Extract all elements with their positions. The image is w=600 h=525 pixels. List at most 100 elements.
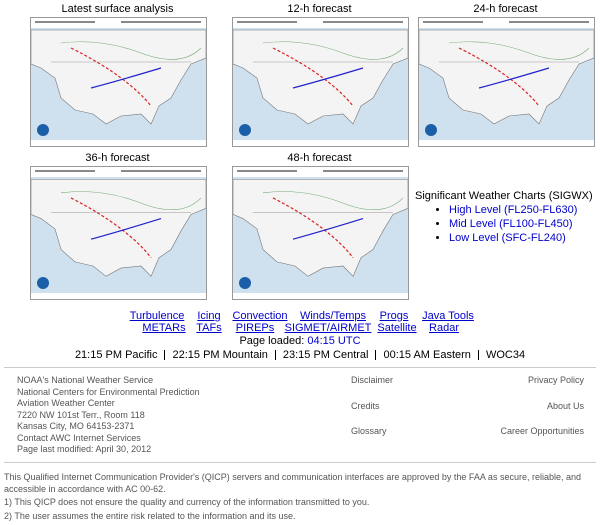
- nav-link[interactable]: PIREPs: [235, 322, 275, 334]
- map-header: [233, 167, 408, 177]
- map-logo: [239, 124, 251, 136]
- map-header-line: [237, 21, 297, 23]
- time-zone: 00:15 AM Eastern: [383, 349, 471, 361]
- footer-link[interactable]: Credits: [351, 400, 380, 411]
- map[interactable]: [232, 166, 409, 300]
- map-header: [233, 18, 408, 28]
- map-land: [233, 29, 408, 125]
- notice-items: 1) This QICP does not ensure the quality…: [4, 497, 596, 522]
- map-header-line: [35, 170, 95, 172]
- page-loaded-time: 04:15 UTC: [307, 335, 361, 347]
- sigwx-link[interactable]: Mid Level (FL100-FL450): [449, 218, 573, 230]
- nav-link[interactable]: Icing: [197, 310, 221, 322]
- time-zone: 21:15 PM Pacific: [74, 349, 158, 361]
- separator: [274, 350, 276, 360]
- map-footer: [419, 140, 594, 146]
- map-header: [31, 167, 206, 177]
- map-land: [31, 179, 206, 277]
- map[interactable]: [418, 17, 595, 147]
- notice: This Qualified Internet Communication Pr…: [4, 472, 596, 522]
- map-title: 24-h forecast: [473, 3, 538, 15]
- map-header-line: [509, 21, 589, 23]
- nav-link[interactable]: SIGMET/AIRMET: [284, 322, 372, 334]
- separator: [4, 367, 596, 368]
- address-line: 7220 NW 101st Terr., Room 118: [17, 409, 145, 420]
- map-header: [419, 18, 594, 28]
- notice-item: 2) The user assumes the entire risk rela…: [4, 510, 296, 521]
- footer-links-right: Privacy Policy About Us Career Opportuniti…: [500, 375, 584, 452]
- sigwx: Significant Weather Charts (SIGWX) High …: [415, 190, 593, 246]
- page-loaded: Page loaded: 04:15 UTC: [0, 335, 600, 347]
- separator: [375, 350, 377, 360]
- separator: [477, 350, 479, 360]
- map[interactable]: [232, 17, 409, 147]
- map-footer: [31, 140, 206, 146]
- page-loaded-label: Page loaded:: [239, 335, 305, 347]
- map-header-line: [423, 21, 483, 23]
- map-isobar: [262, 191, 404, 211]
- map-land: [419, 29, 594, 125]
- map-title: 48-h forecast: [287, 152, 352, 164]
- map-isobar: [60, 41, 202, 60]
- footer-link[interactable]: Privacy Policy: [527, 375, 584, 385]
- map-logo: [425, 124, 437, 136]
- notice-text: This Qualified Internet Communication Pr…: [4, 472, 581, 494]
- map-title: 36-h forecast: [85, 152, 150, 164]
- sigwx-link[interactable]: High Level (FL250-FL630): [449, 204, 578, 216]
- nav-link[interactable]: Java Tools: [422, 310, 474, 322]
- nav-link[interactable]: Satellite: [377, 322, 417, 334]
- map-header-line: [121, 21, 201, 23]
- map-header-line: [121, 170, 201, 172]
- nav-link[interactable]: Turbulence: [129, 310, 185, 322]
- map-front: [90, 217, 162, 240]
- address-line: NOAA's National Weather Service: [17, 375, 154, 385]
- address-line: Page last modified: April 30, 2012: [17, 444, 152, 454]
- time-zone: 23:15 PM Central: [282, 349, 369, 361]
- map-front: [70, 197, 152, 259]
- address-line: Kansas City, MO 64153-2371: [17, 421, 135, 431]
- map-logo: [37, 277, 49, 289]
- footer-links-middle: Disclaimer Credits Glossary: [351, 375, 393, 452]
- sigwx-item: High Level (FL250-FL630): [449, 204, 593, 216]
- nav-link[interactable]: Radar: [429, 322, 459, 334]
- footer-link[interactable]: About Us: [546, 400, 584, 411]
- footer-link[interactable]: Disclaimer: [351, 375, 394, 385]
- footer-link[interactable]: Career Opportunities: [500, 426, 584, 436]
- map-header-line: [35, 21, 95, 23]
- nav-link[interactable]: Winds/Temps: [299, 310, 367, 322]
- nav-link[interactable]: METARs: [142, 322, 186, 334]
- times: 21:15 PM Pacific 22:15 PM Mountain 23:15 P…: [0, 349, 600, 361]
- nav-link[interactable]: Convection: [232, 310, 288, 322]
- map-isobar: [60, 191, 202, 211]
- address-line: Contact AWC Internet Services: [17, 432, 141, 443]
- map-front: [292, 217, 364, 240]
- map-front: [292, 67, 364, 89]
- map-logo: [37, 124, 49, 136]
- nav-link[interactable]: TAFs: [196, 322, 222, 334]
- map-footer: [233, 140, 408, 146]
- separator: [164, 350, 166, 360]
- time-zone: WOC34: [485, 349, 526, 361]
- map-footer: [31, 293, 206, 299]
- map-logo: [239, 277, 251, 289]
- map-title: Latest surface analysis: [61, 3, 174, 15]
- map-isobar: [448, 41, 590, 60]
- sigwx-link[interactable]: Low Level (SFC-FL240): [449, 232, 566, 244]
- separator: [4, 462, 596, 463]
- sigwx-item: Low Level (SFC-FL240): [449, 232, 593, 244]
- nav-link[interactable]: Progs: [379, 310, 409, 322]
- address: NOAA's National Weather Service National …: [17, 375, 200, 456]
- footer-link[interactable]: Glossary: [351, 426, 387, 436]
- sigwx-title: Significant Weather Charts (SIGWX): [415, 190, 593, 202]
- address-line: Aviation Weather Center: [17, 398, 115, 408]
- notice-item: 1) This QICP does not ensure the quality…: [4, 497, 370, 507]
- address-line: National Centers for Environmental Predi…: [17, 386, 200, 397]
- map-front: [272, 197, 354, 259]
- map-header: [31, 18, 206, 28]
- map[interactable]: [30, 17, 207, 147]
- sigwx-list: High Level (FL250-FL630) Mid Level (FL100…: [415, 204, 593, 244]
- map-land: [233, 179, 408, 277]
- map[interactable]: [30, 166, 207, 300]
- map-header-line: [323, 170, 403, 172]
